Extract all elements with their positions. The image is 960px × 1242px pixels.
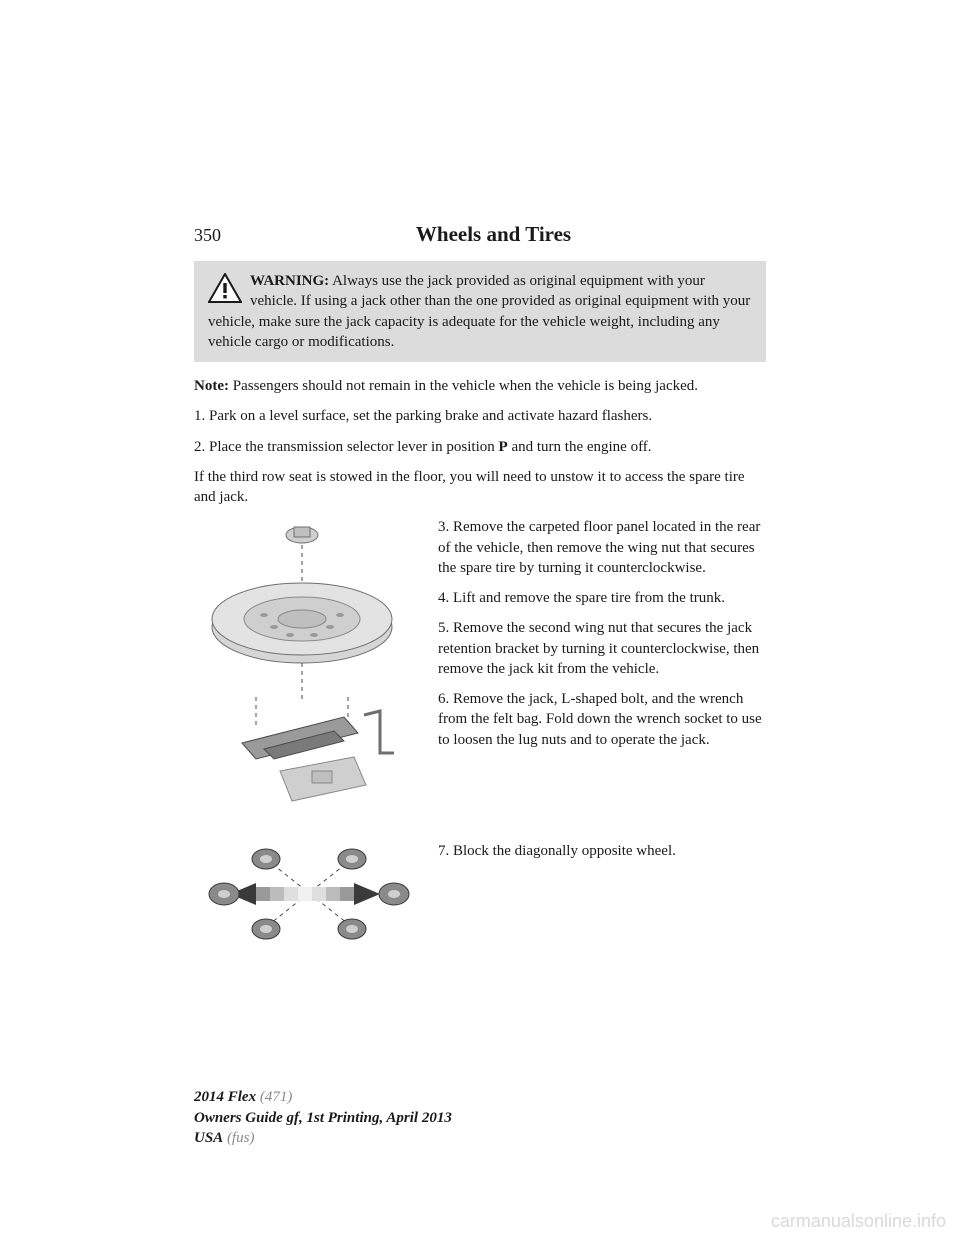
page-title: Wheels and Tires	[221, 222, 766, 247]
wheel-block-diagram	[194, 841, 424, 951]
footer-region-code: (fus)	[227, 1130, 255, 1146]
warning-box: WARNING: Always use the jack provided as…	[194, 261, 766, 362]
figure-2-text: 7. Block the diagonally opposite wheel.	[438, 841, 766, 871]
page-header: 350 Wheels and Tires	[194, 222, 766, 247]
note-label: Note:	[194, 378, 229, 394]
gear-p: P	[499, 439, 508, 455]
watermark: carmanualsonline.info	[771, 1211, 946, 1232]
figure-1-row: 3. Remove the carpeted floor panel locat…	[194, 517, 766, 827]
step-7: 7. Block the diagonally opposite wheel.	[438, 841, 766, 861]
page-number: 350	[194, 225, 221, 246]
warning-triangle-icon	[208, 273, 242, 303]
note-text: Passengers should not remain in the vehi…	[229, 378, 698, 394]
note-paragraph: Note: Passengers should not remain in th…	[194, 376, 766, 396]
figure-2-row: 7. Block the diagonally opposite wheel.	[194, 841, 766, 951]
step-unstow: If the third row seat is stowed in the f…	[194, 467, 766, 508]
footer-guide: Owners Guide gf, 1st Printing, April 201…	[194, 1110, 452, 1126]
step-2: 2. Place the transmission selector lever…	[194, 437, 766, 457]
page-footer: 2014 Flex (471) Owners Guide gf, 1st Pri…	[194, 1087, 766, 1148]
step-1: 1. Park on a level surface, set the park…	[194, 406, 766, 426]
manual-page: 350 Wheels and Tires WARNING: Always use…	[0, 0, 960, 1242]
figure-1-text: 3. Remove the carpeted floor panel locat…	[438, 517, 766, 760]
spare-tire-jack-diagram	[194, 517, 424, 827]
step-6: 6. Remove the jack, L-shaped bolt, and t…	[438, 689, 766, 750]
footer-model-code: (471)	[260, 1089, 293, 1105]
warning-label: WARNING:	[250, 273, 329, 289]
step-5: 5. Remove the second wing nut that secur…	[438, 618, 766, 679]
step-3: 3. Remove the carpeted floor panel locat…	[438, 517, 766, 578]
step-4: 4. Lift and remove the spare tire from t…	[438, 588, 766, 608]
footer-model: 2014 Flex	[194, 1089, 256, 1105]
footer-region: USA	[194, 1130, 223, 1146]
